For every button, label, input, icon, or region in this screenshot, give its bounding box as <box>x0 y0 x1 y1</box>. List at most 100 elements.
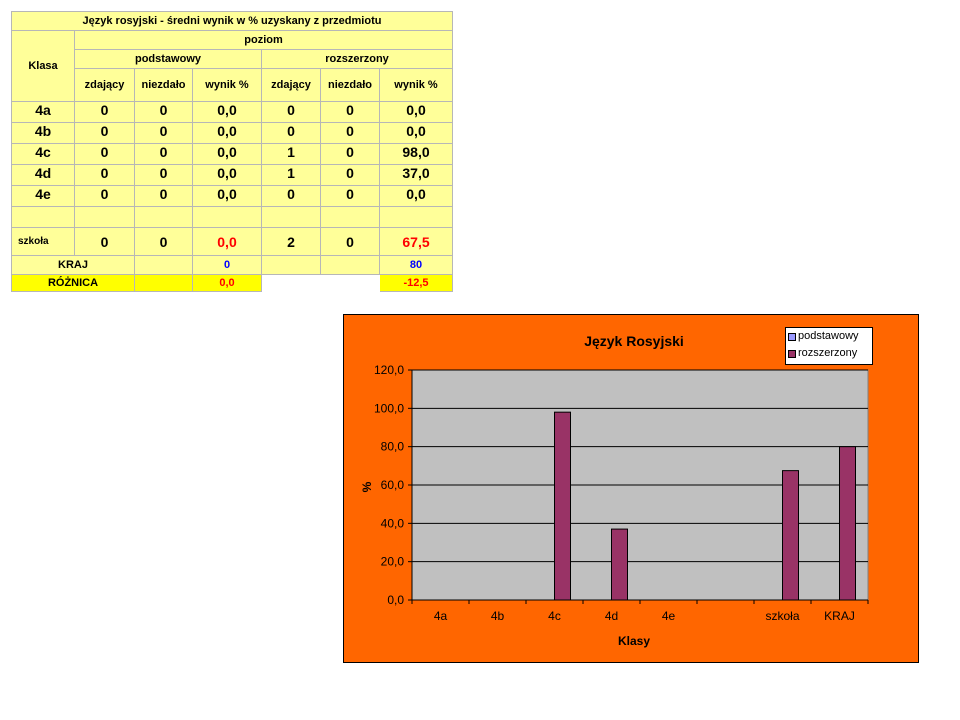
x-tick-label: 4e <box>662 609 676 623</box>
x-tick-label: 4d <box>605 609 618 623</box>
x-tick-label: KRAJ <box>824 609 855 623</box>
legend-item: podstawowy <box>786 329 872 345</box>
bar <box>611 528 628 601</box>
bar <box>782 470 799 601</box>
cell-roznica-pw: 0,0 <box>192 274 262 292</box>
header-podstawowy: podstawowy <box>74 49 262 69</box>
cell-rz: 0 <box>261 122 321 144</box>
cell-pz: 0 <box>74 143 135 165</box>
table-row-szkola: szkoła 0 0 0,0 2 0 67,5 <box>11 227 453 256</box>
y-tick-label: 20,0 <box>381 555 405 569</box>
header-niezdalo: niezdało <box>320 68 380 102</box>
cell-rz: 1 <box>261 164 321 186</box>
table-title: Język rosyjski - średni wynik w % uzyska… <box>11 11 453 31</box>
table-row: 4d 0 0 0,0 1 0 37,0 <box>11 164 453 186</box>
cell-klasa: 4d <box>11 164 75 186</box>
y-tick-label: 80,0 <box>381 440 405 454</box>
cell-roznica-label: RÓŻNICA <box>11 274 135 292</box>
cell-pn: 0 <box>134 164 193 186</box>
cell-pn: 0 <box>134 122 193 144</box>
cell-pw: 0,0 <box>192 143 262 165</box>
x-tick-label: 4c <box>548 609 561 623</box>
cell-kraj-pw: 0 <box>192 255 262 275</box>
y-tick-label: 60,0 <box>381 478 405 492</box>
cell-rz: 1 <box>261 143 321 165</box>
cell-pz: 0 <box>74 185 135 207</box>
legend-swatch <box>788 333 796 341</box>
cell-szkola-label: szkoła <box>11 227 75 256</box>
cell-rw: 0,0 <box>379 122 453 144</box>
chart-title: Język Rosyjski <box>584 333 684 349</box>
x-axis-label: Klasy <box>618 634 650 648</box>
cell-klasa: 4b <box>11 122 75 144</box>
header-rozszerzony: rozszerzony <box>261 49 453 69</box>
cell-pw: 0,0 <box>192 227 262 256</box>
cell-rz: 0 <box>261 185 321 207</box>
legend-label: rozszerzony <box>798 347 858 359</box>
header-zdajacy: zdający <box>74 68 135 102</box>
cell-klasa: 4e <box>11 185 75 207</box>
legend-swatch <box>788 350 796 358</box>
cell-kraj-rw: 80 <box>379 255 453 275</box>
cell-rn: 0 <box>320 122 380 144</box>
table-row-roznica: RÓŻNICA 0,0 -12,5 <box>11 274 453 292</box>
cell-rn: 0 <box>320 101 380 123</box>
cell-pw: 0,0 <box>192 101 262 123</box>
header-niezdalo: niezdało <box>134 68 193 102</box>
cell-rn: 0 <box>320 185 380 207</box>
cell-rw: 67,5 <box>379 227 453 256</box>
cell-rn: 0 <box>320 227 380 256</box>
axes: 0,0 20,0 40,0 60,0 80,0 100,0 120,0 4a 4b 4c 4d 4e s… <box>374 363 869 623</box>
cell-pn: 0 <box>134 227 193 256</box>
table-row: 4a 0 0 0,0 0 0 0,0 <box>11 101 453 123</box>
cell-pw: 0,0 <box>192 164 262 186</box>
table-row: 4b 0 0 0,0 0 0 0,0 <box>11 122 453 144</box>
bar-chart: 0,0 20,0 40,0 60,0 80,0 100,0 120,0 4a 4b 4c 4d 4e s… <box>343 314 919 663</box>
cell-roznica-rw: -12,5 <box>379 274 453 292</box>
cell-pn: 0 <box>134 143 193 165</box>
table-row: 4c 0 0 0,0 1 0 98,0 <box>11 143 453 165</box>
cell-pw: 0,0 <box>192 185 262 207</box>
cell-pn: 0 <box>134 185 193 207</box>
y-tick-label: 0,0 <box>387 593 404 607</box>
results-table: Język rosyjski - średni wynik w % uzyska… <box>11 11 453 292</box>
cell-rz: 2 <box>261 227 321 256</box>
header-wynik: wynik % <box>192 68 262 102</box>
bar <box>554 411 571 601</box>
chart-legend: podstawowy rozszerzony <box>785 327 873 365</box>
header-poziom: poziom <box>74 30 453 50</box>
cell-pn: 0 <box>134 101 193 123</box>
header-wynik: wynik % <box>379 68 453 102</box>
y-tick-label: 120,0 <box>374 363 404 377</box>
x-tick-label: 4b <box>491 609 505 623</box>
y-tick-label: 100,0 <box>374 401 404 415</box>
header-zdajacy: zdający <box>261 68 321 102</box>
cell-kraj-label: KRAJ <box>11 255 135 275</box>
table-row: 4e 0 0 0,0 0 0 0,0 <box>11 185 453 207</box>
cell-rz: 0 <box>261 101 321 123</box>
cell-pz: 0 <box>74 101 135 123</box>
x-tick-label: szkoła <box>765 609 799 623</box>
legend-item: rozszerzony <box>786 346 872 362</box>
cell-pz: 0 <box>74 122 135 144</box>
legend-label: podstawowy <box>798 330 859 342</box>
header-klasa: Klasa <box>11 30 75 102</box>
bar <box>839 446 856 601</box>
cell-rw: 0,0 <box>379 101 453 123</box>
cell-klasa: 4c <box>11 143 75 165</box>
table-row-empty <box>11 206 453 228</box>
cell-pz: 0 <box>74 164 135 186</box>
cell-rw: 98,0 <box>379 143 453 165</box>
cell-klasa: 4a <box>11 101 75 123</box>
cell-pw: 0,0 <box>192 122 262 144</box>
cell-rw: 37,0 <box>379 164 453 186</box>
chart-svg: 0,0 20,0 40,0 60,0 80,0 100,0 120,0 4a 4b 4c 4d 4e s… <box>360 333 869 648</box>
table-row-kraj: KRAJ 0 80 <box>11 255 453 275</box>
x-tick-label: 4a <box>434 609 448 623</box>
y-tick-label: 40,0 <box>381 516 405 530</box>
bars <box>554 411 856 601</box>
cell-rw: 0,0 <box>379 185 453 207</box>
cell-pz: 0 <box>74 227 135 256</box>
y-axis-label: % <box>360 481 374 492</box>
cell-rn: 0 <box>320 164 380 186</box>
